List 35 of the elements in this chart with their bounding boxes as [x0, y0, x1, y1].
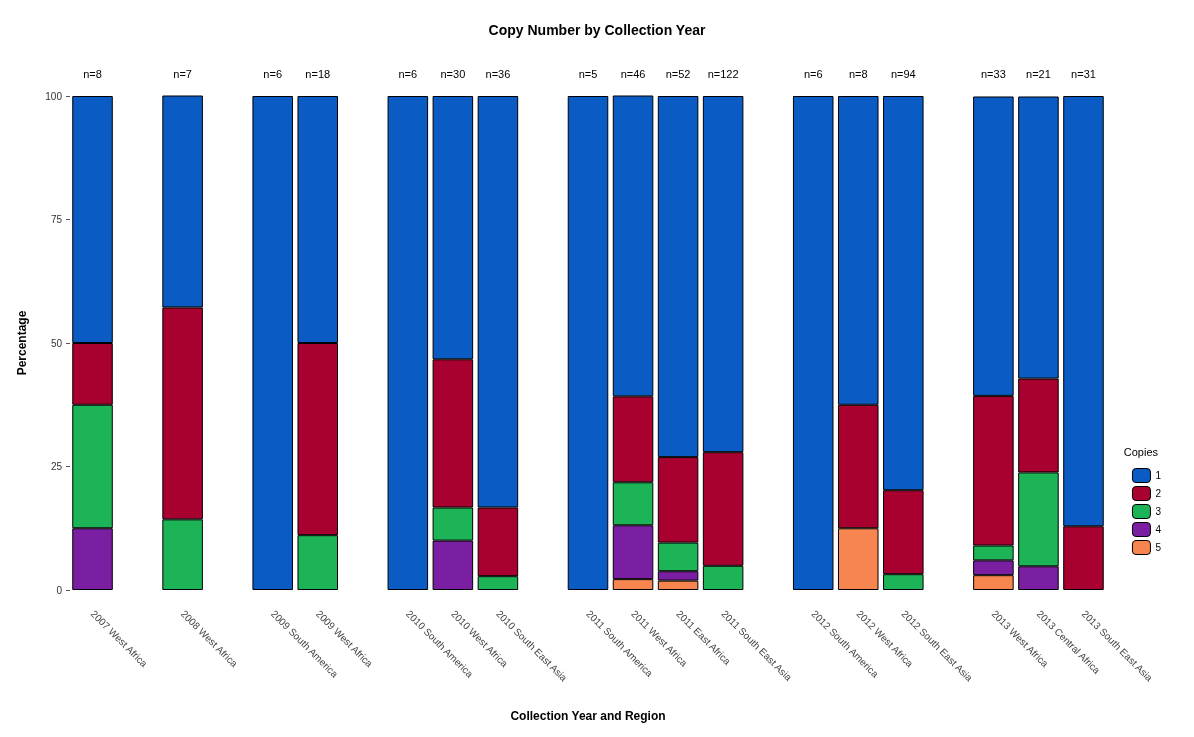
text: n=6 [263, 68, 283, 80]
text: n=36 [485, 68, 511, 80]
y-tick-label: 50 [50, 337, 63, 349]
text: n=18 [305, 68, 331, 80]
chart-title: Copy Number by Collection Year [488, 22, 706, 38]
bar [567, 96, 609, 590]
y-tick-label: 0 [56, 584, 63, 596]
y-axis-title: Percentage [15, 310, 29, 376]
y-tick-label: 25 [50, 461, 63, 472]
legend-label: 1 [1155, 470, 1162, 481]
y-tick-label: 75 [50, 214, 63, 225]
text: n=52 [665, 68, 691, 80]
text: n=6 [398, 68, 418, 80]
text: n=21 [1026, 68, 1051, 80]
bar [252, 96, 293, 590]
text: n=46 [620, 68, 646, 80]
text: n=122 [707, 68, 739, 80]
legend-label: 3 [1155, 506, 1162, 517]
legend-label: 4 [1155, 524, 1162, 535]
legend-label: 5 [1155, 542, 1162, 553]
bar [792, 96, 834, 590]
text: n=94 [890, 68, 916, 80]
text: n=30 [440, 68, 466, 80]
legend-label: 2 [1155, 488, 1162, 499]
x-axis-title: Collection Year and Region [510, 709, 666, 723]
text: n=31 [1071, 68, 1096, 80]
text: n=7 [173, 68, 192, 80]
text: n=33 [981, 68, 1006, 80]
bar [387, 96, 429, 590]
legend-title: Copies [1123, 445, 1159, 458]
text: n=8 [848, 68, 868, 80]
text: n=6 [803, 68, 823, 80]
text: n=5 [578, 68, 598, 80]
y-tick-label: 100 [45, 90, 63, 102]
text: n=8 [83, 68, 102, 80]
